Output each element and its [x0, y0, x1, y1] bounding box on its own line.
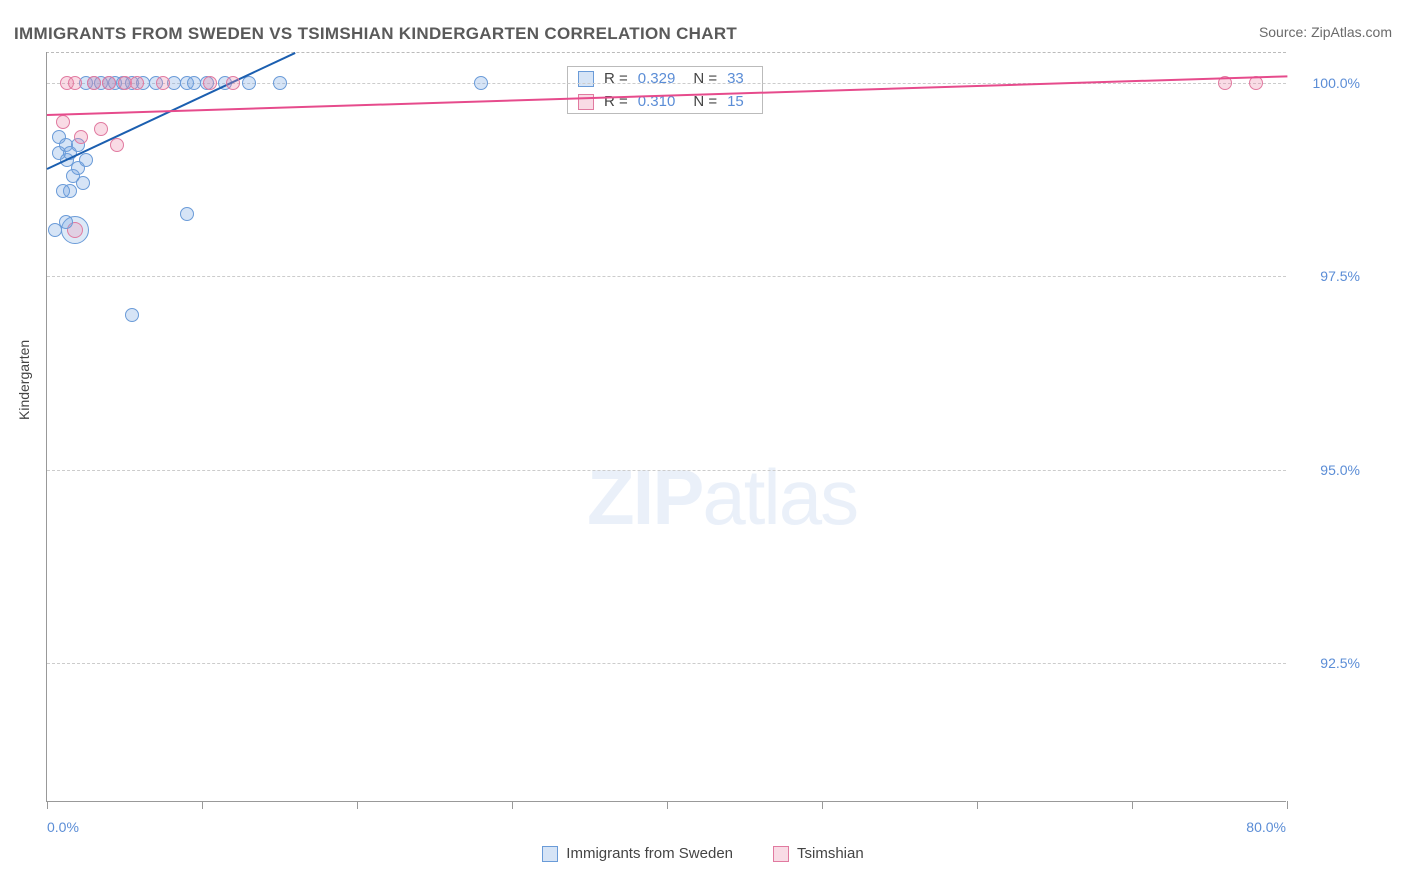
x-tick	[202, 801, 203, 809]
scatter-point	[226, 76, 240, 90]
legend: Immigrants from Sweden Tsimshian	[0, 845, 1406, 862]
scatter-point	[74, 130, 88, 144]
scatter-point	[87, 76, 101, 90]
legend-label: Tsimshian	[797, 845, 864, 862]
scatter-point	[76, 176, 90, 190]
series-swatch	[578, 94, 594, 110]
y-gridline	[47, 276, 1286, 277]
scatter-point	[79, 153, 93, 167]
scatter-point	[68, 76, 82, 90]
scatter-point	[203, 76, 217, 90]
scatter-point	[56, 184, 70, 198]
scatter-point	[56, 115, 70, 129]
legend-swatch	[773, 846, 789, 862]
stats-r-label: R =	[604, 70, 628, 87]
x-tick	[822, 801, 823, 809]
scatter-point	[102, 76, 116, 90]
watermark: ZIPatlas	[587, 452, 857, 543]
x-tick	[667, 801, 668, 809]
x-tick	[357, 801, 358, 809]
watermark-light: atlas	[702, 453, 857, 541]
x-tick	[1287, 801, 1288, 809]
x-tick	[47, 801, 48, 809]
x-tick	[512, 801, 513, 809]
scatter-point	[130, 76, 144, 90]
legend-label: Immigrants from Sweden	[566, 845, 733, 862]
scatter-point	[180, 207, 194, 221]
legend-swatch	[542, 846, 558, 862]
watermark-bold: ZIP	[587, 453, 702, 541]
y-tick-label: 92.5%	[1320, 655, 1360, 671]
scatter-point	[59, 215, 73, 229]
scatter-point	[94, 122, 108, 136]
stats-n-value: 15	[727, 93, 744, 110]
x-tick-label-max: 80.0%	[1246, 819, 1286, 835]
scatter-point	[110, 138, 124, 152]
legend-item: Tsimshian	[773, 845, 864, 862]
stats-n-value: 33	[727, 70, 744, 87]
y-tick-label: 97.5%	[1320, 268, 1360, 284]
correlation-stats-box: R = 0.329N = 33R = 0.310N = 15	[567, 66, 763, 114]
y-axis-title: Kindergarten	[16, 340, 32, 420]
stats-row: R = 0.329 N = 33	[568, 67, 762, 90]
y-gridline	[47, 663, 1286, 664]
scatter-point	[474, 76, 488, 90]
stats-r-value: 0.329	[638, 70, 676, 87]
stats-n-label: N =	[693, 70, 717, 87]
legend-item: Immigrants from Sweden	[542, 845, 733, 862]
y-tick-label: 95.0%	[1320, 462, 1360, 478]
scatter-point	[125, 308, 139, 322]
y-tick-label: 100.0%	[1313, 75, 1360, 91]
x-tick	[977, 801, 978, 809]
scatter-point	[156, 76, 170, 90]
source-attribution: Source: ZipAtlas.com	[1259, 24, 1392, 40]
x-tick-label-min: 0.0%	[47, 819, 79, 835]
series-swatch	[578, 71, 594, 87]
chart-title: IMMIGRANTS FROM SWEDEN VS TSIMSHIAN KIND…	[14, 24, 737, 44]
chart-plot-area: ZIPatlas R = 0.329N = 33R = 0.310N = 15 …	[46, 52, 1286, 802]
y-gridline	[47, 470, 1286, 471]
scatter-point	[273, 76, 287, 90]
x-tick	[1132, 801, 1133, 809]
